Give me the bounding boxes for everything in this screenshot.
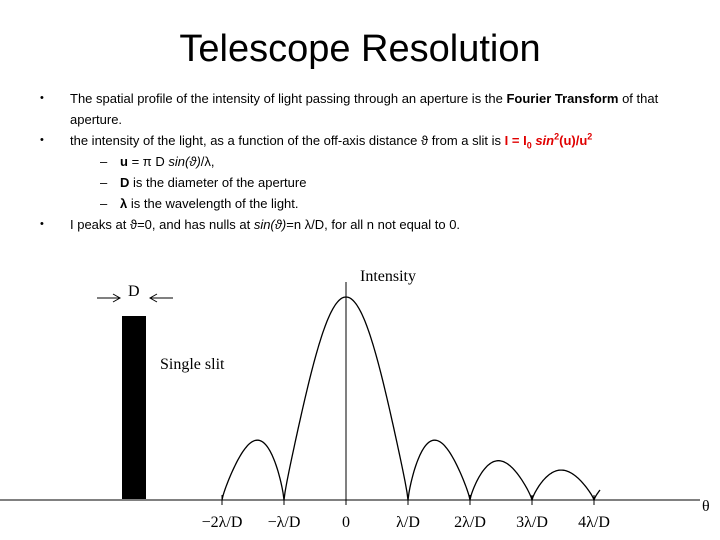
formula: I = I0 sin2(u)/u2: [504, 131, 593, 151]
tick-label: 3λ/D: [516, 514, 548, 531]
text: = π D: [127, 154, 169, 169]
text: D: [120, 175, 130, 190]
sub-list: u = π D sin(ϑ)/λ, D is the diameter of t…: [70, 151, 670, 214]
sub-bullet: D is the diameter of the aperture: [100, 172, 670, 193]
slit: [122, 316, 146, 499]
text: I = I: [504, 133, 527, 148]
tick-label: −2λ/D: [202, 514, 243, 531]
arrow-head: [112, 293, 122, 303]
tick-label: λ/D: [396, 514, 420, 531]
text: u: [120, 154, 128, 169]
text: 2: [554, 131, 560, 142]
bullet: I peaks at ϑ=0, and has nulls at sin(ϑ)=…: [40, 214, 670, 235]
text: Fourier Transform: [506, 91, 619, 106]
sub-bullet: λ is the wavelength of the light.: [100, 193, 670, 214]
sub-bullet: u = π D sin(ϑ)/λ,: [100, 151, 670, 172]
text: /λ,: [200, 154, 215, 169]
text: I peaks at ϑ=0, and has nulls at: [70, 217, 254, 232]
text: sin(ϑ): [168, 154, 201, 169]
text: sin: [531, 133, 555, 148]
slide-title: Telescope Resolution: [179, 28, 541, 70]
tick-label: 0: [342, 514, 350, 531]
text: the intensity of the light, as a functio…: [70, 133, 505, 148]
tick-label: 4λ/D: [578, 514, 610, 531]
text: is the wavelength of the light.: [127, 196, 299, 211]
text: sin(ϑ): [253, 217, 287, 232]
tick-label: −λ/D: [268, 514, 301, 531]
bullet: the intensity of the light, as a functio…: [40, 130, 670, 214]
bullet-list: The spatial profile of the intensity of …: [40, 88, 670, 235]
intensity-curve: [221, 296, 601, 503]
text: =n λ/D, for all n not equal to 0.: [286, 217, 461, 232]
bullet: The spatial profile of the intensity of …: [40, 88, 670, 130]
y-label: Intensity: [360, 268, 416, 285]
aperture-label: D: [128, 283, 140, 300]
text: (u)/u: [559, 133, 588, 148]
text: λ: [120, 196, 128, 211]
text: of that aperture.: [70, 91, 659, 127]
x-label: θ: [702, 498, 710, 515]
text: 2: [587, 131, 593, 142]
arrow-head: [148, 293, 158, 303]
text: 0: [526, 140, 532, 151]
slit-label: Single slit: [160, 356, 225, 373]
tick-label: 2λ/D: [454, 514, 486, 531]
text: is the diameter of the aperture: [129, 175, 307, 190]
text: The spatial profile of the intensity of …: [70, 91, 507, 106]
